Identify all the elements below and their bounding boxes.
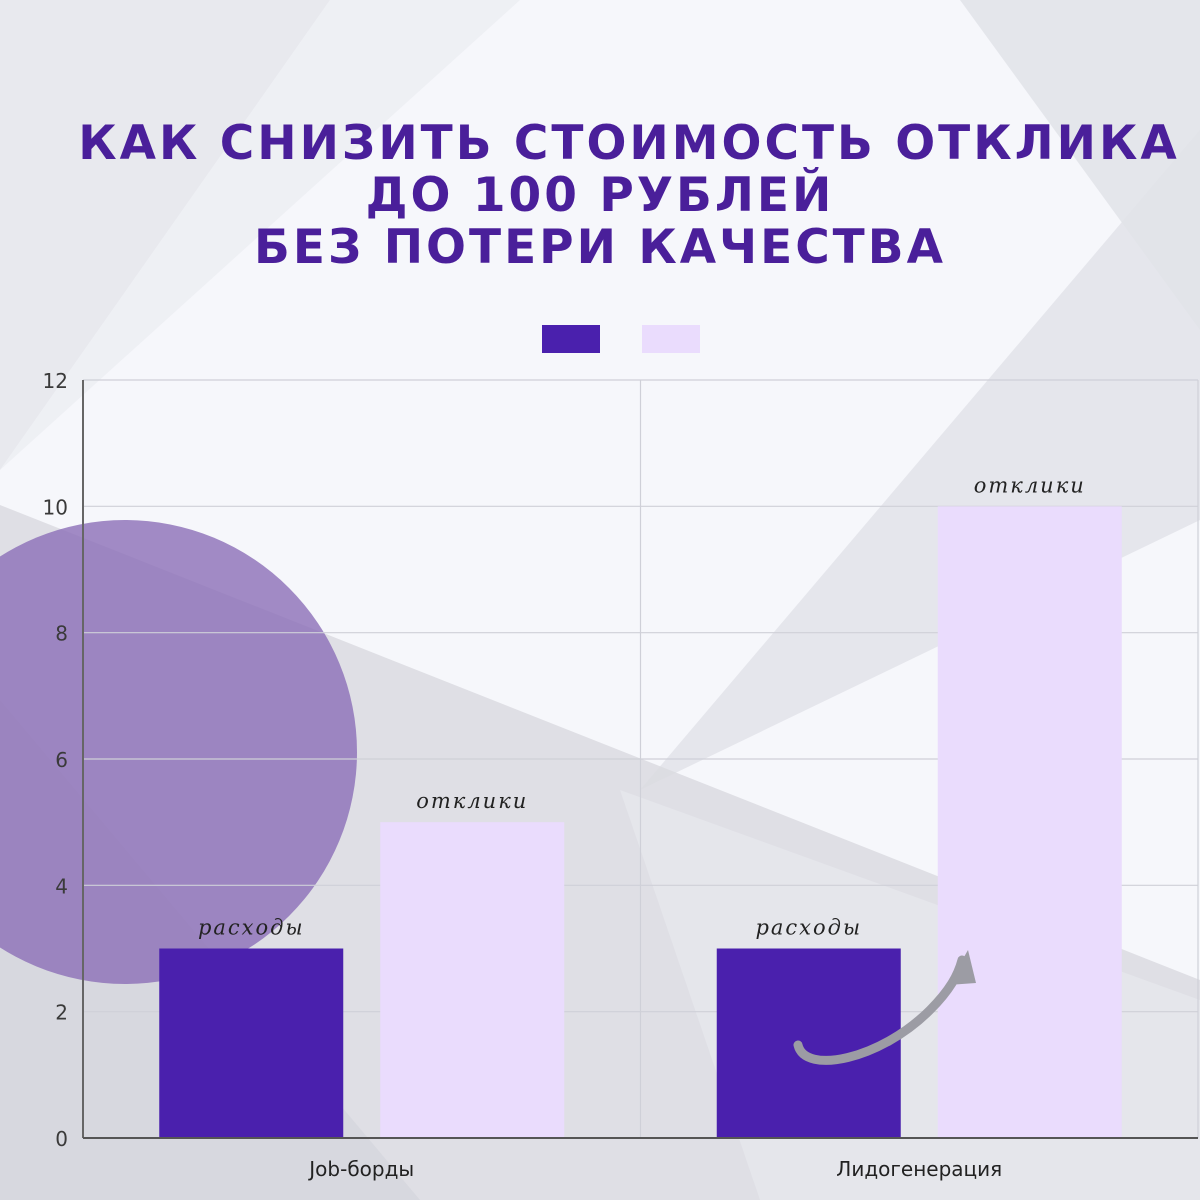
title-line: до 100 рублей: [365, 168, 835, 223]
data-label: расходы: [198, 916, 305, 940]
bg-shard: [640, 130, 1200, 790]
y-tick-label: 8: [55, 622, 68, 646]
legend-swatch-series-1: [542, 325, 600, 353]
y-tick-label: 6: [55, 748, 68, 772]
data-label: расходы: [755, 916, 862, 940]
y-tick-label: 0: [55, 1127, 68, 1151]
title-line: Как снизить стоимость отклика: [78, 116, 1180, 171]
page-title: Как снизить стоимость отклика до 100 руб…: [0, 118, 1200, 274]
x-tick-label: Job-борды: [307, 1157, 414, 1181]
bar: [380, 822, 565, 1138]
bg-shard: [0, 0, 520, 470]
legend-swatch-series-2: [642, 325, 700, 353]
arrow-head-icon: [948, 950, 976, 985]
data-label: отклики: [974, 473, 1086, 497]
bar: [937, 506, 1122, 1138]
bar: [159, 948, 344, 1138]
data-label: отклики: [416, 789, 528, 813]
y-tick-label: 12: [43, 369, 68, 393]
y-tick-label: 2: [55, 1001, 68, 1025]
x-tick-label: Лидогенерация: [836, 1157, 1002, 1181]
bar: [716, 948, 901, 1138]
y-tick-label: 4: [55, 874, 68, 898]
y-tick-label: 10: [43, 495, 68, 519]
title-line: без потери качества: [254, 220, 946, 275]
decor-circle: [0, 520, 357, 984]
